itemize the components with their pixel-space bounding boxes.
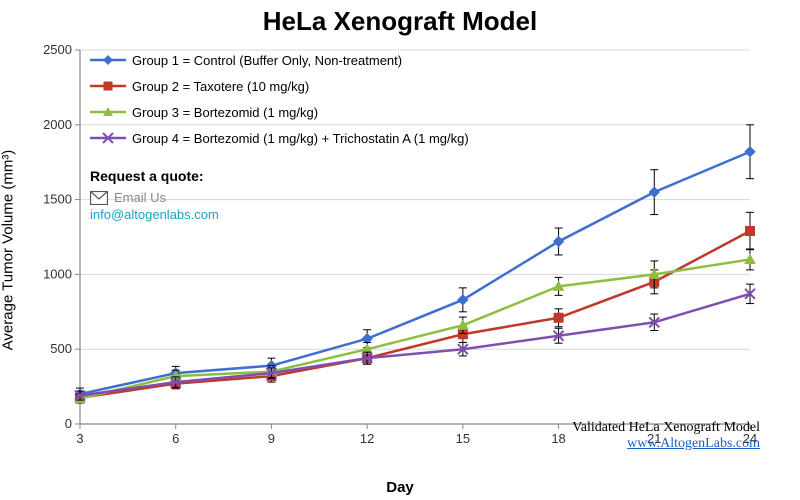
legend-label: Group 4 = Bortezomid (1 mg/kg) + Trichos… — [132, 131, 469, 146]
email-us-label: Email Us — [114, 190, 166, 205]
svg-text:500: 500 — [50, 341, 72, 356]
svg-text:1500: 1500 — [43, 192, 72, 207]
email-link[interactable]: info@altogenlabs.com — [90, 207, 219, 222]
legend-row-group3: Group 3 = Bortezomid (1 mg/kg) — [90, 102, 469, 122]
y-axis-label: Average Tumor Volume (mm³) — [0, 150, 17, 351]
footer-note: Validated HeLa Xenograft Model www.Altog… — [572, 420, 760, 452]
quote-box: Request a quote: Email Us info@altogenla… — [90, 168, 219, 222]
svg-text:15: 15 — [456, 431, 470, 446]
email-us-row[interactable]: Email Us — [90, 190, 219, 205]
legend-label: Group 3 = Bortezomid (1 mg/kg) — [132, 105, 318, 120]
svg-text:18: 18 — [551, 431, 565, 446]
legend-row-group1: Group 1 = Control (Buffer Only, Non-trea… — [90, 50, 469, 70]
legend-row-group4: Group 4 = Bortezomid (1 mg/kg) + Trichos… — [90, 128, 469, 148]
svg-text:6: 6 — [172, 431, 179, 446]
legend-swatch — [90, 130, 126, 146]
svg-text:0: 0 — [65, 416, 72, 431]
legend-swatch — [90, 78, 126, 94]
quote-title: Request a quote: — [90, 168, 219, 184]
legend-swatch — [90, 104, 126, 120]
svg-text:2500: 2500 — [43, 42, 72, 57]
footer-text: Validated HeLa Xenograft Model — [572, 420, 760, 436]
legend: Group 1 = Control (Buffer Only, Non-trea… — [90, 50, 469, 154]
legend-label: Group 1 = Control (Buffer Only, Non-trea… — [132, 53, 402, 68]
svg-text:3: 3 — [76, 431, 83, 446]
legend-label: Group 2 = Taxotere (10 mg/kg) — [132, 79, 309, 94]
svg-text:1000: 1000 — [43, 266, 72, 281]
mail-icon — [90, 191, 108, 205]
x-axis-label: Day — [0, 479, 800, 496]
footer-link[interactable]: www.AltogenLabs.com — [572, 436, 760, 452]
legend-swatch — [90, 52, 126, 68]
legend-row-group2: Group 2 = Taxotere (10 mg/kg) — [90, 76, 469, 96]
chart-title: HeLa Xenograft Model — [0, 6, 800, 37]
svg-text:2000: 2000 — [43, 117, 72, 132]
svg-text:12: 12 — [360, 431, 374, 446]
svg-text:9: 9 — [268, 431, 275, 446]
